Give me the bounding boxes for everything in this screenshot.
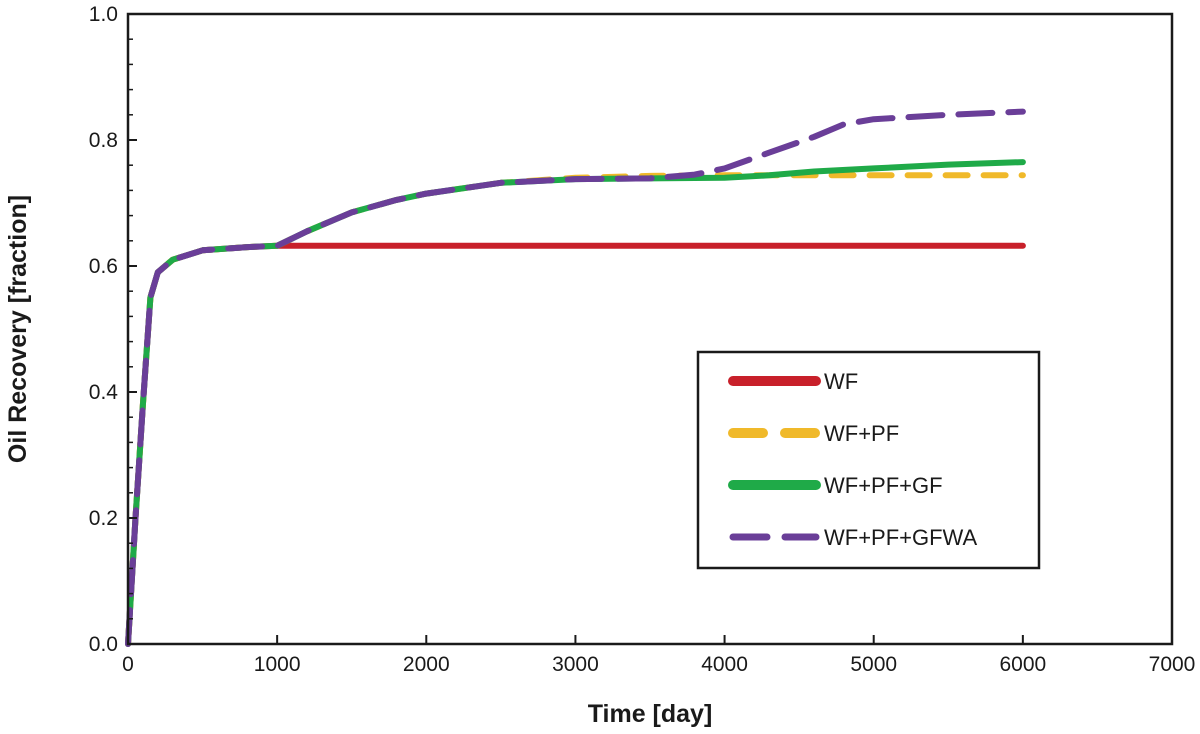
y-tick-label: 1.0 — [89, 3, 118, 26]
series-line-wf-pf-gfwa — [125, 108, 1026, 647]
x-tick-label: 7000 — [1149, 653, 1196, 676]
series-layer — [125, 108, 1026, 647]
legend-label: WF+PF — [824, 421, 899, 446]
x-axis-title: Time [day] — [588, 700, 713, 728]
legend-box — [696, 350, 1041, 570]
legend-label: WF+PF+GF — [824, 473, 943, 498]
y-tick-label: 0.8 — [89, 129, 118, 152]
x-tick-label: 5000 — [850, 653, 897, 676]
x-tick-label: 3000 — [552, 653, 599, 676]
y-tick-label: 0.0 — [89, 633, 118, 656]
x-tick-label: 2000 — [403, 653, 450, 676]
y-axis-title: Oil Recovery [fraction] — [4, 195, 32, 463]
legend-label: WF — [824, 369, 858, 394]
y-tick-label: 0.6 — [89, 255, 118, 278]
x-tick-label: 0 — [122, 653, 134, 676]
y-tick-label: 0.4 — [89, 381, 119, 404]
axis-ticks: 0.0 0.2 0.4 0.6 0.8 1.0 0 1000 2000 3000 4000 5000 6… — [89, 3, 1196, 676]
plot-area-frame — [126, 12, 1174, 646]
y-tick-label: 0.2 — [89, 507, 118, 530]
legend: WF WF+PF WF+PF+GF WF+PF+GFWA — [696, 350, 1041, 570]
x-tick-label: 1000 — [254, 653, 301, 676]
x-tick-label: 4000 — [701, 653, 748, 676]
legend-label: WF+PF+GFWA — [824, 525, 978, 550]
x-tick-label: 6000 — [999, 653, 1046, 676]
